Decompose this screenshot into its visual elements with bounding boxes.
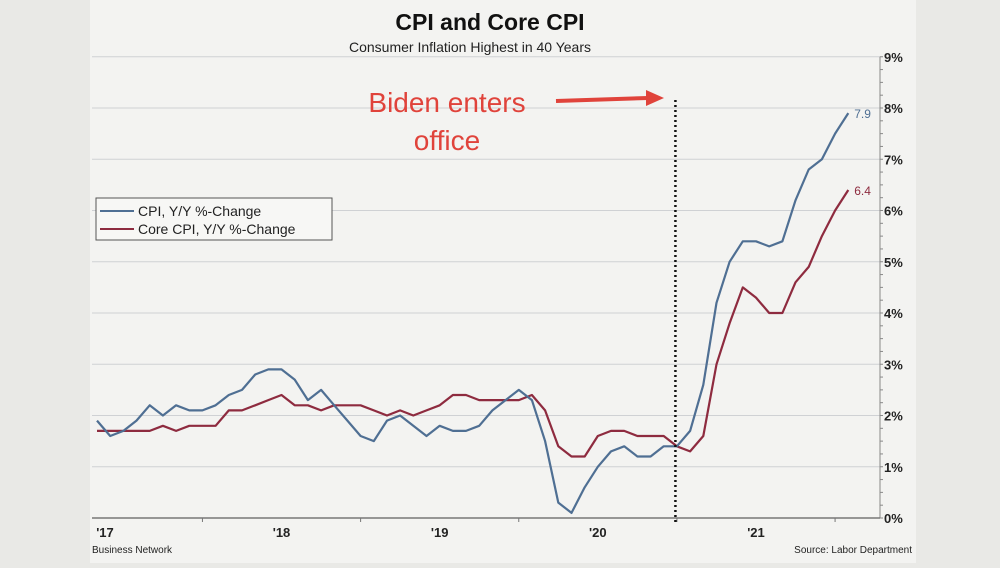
annotation-biden: Biden enters office	[368, 87, 677, 522]
annotation-arrow-shaft	[555, 96, 649, 103]
y-tick-label: 6%	[884, 204, 903, 219]
x-axis: '17 '18 '19 '20 '21	[92, 517, 880, 540]
series-line-core-cpi	[97, 189, 850, 458]
annotation-text-line1: Biden enters	[368, 87, 525, 118]
legend: CPI, Y/Y %-Change Core CPI, Y/Y %-Change	[95, 197, 333, 241]
x-tick-label: '21	[747, 525, 765, 540]
legend-box	[95, 197, 333, 241]
chart-background	[90, 0, 916, 563]
footer-left: Business Network	[92, 545, 173, 556]
y-tick-label: 4%	[884, 306, 903, 321]
y-tick-label: 5%	[884, 255, 903, 270]
y-tick-label: 1%	[884, 460, 903, 475]
x-tick-label: '19	[431, 525, 449, 540]
y-tick-label: 9%	[884, 50, 903, 65]
y-axis: 0% 1% 2% 3% 4% 5% 6% 7% 8% 9%	[879, 50, 903, 526]
chart-title: CPI and Core CPI	[395, 9, 584, 35]
end-label-cpi: 7.9	[854, 107, 871, 121]
x-tick-label: '20	[589, 525, 607, 540]
chart-subtitle: Consumer Inflation Highest in 40 Years	[349, 39, 591, 55]
x-tick-label: '18	[273, 525, 291, 540]
y-tick-label: 3%	[884, 357, 903, 372]
x-tick-label: '17	[96, 525, 114, 540]
legend-label-cpi: CPI, Y/Y %-Change	[138, 203, 261, 219]
footer-source: Source: Labor Department	[794, 545, 912, 556]
end-label-core-cpi: 6.4	[854, 184, 871, 198]
y-tick-label: 8%	[884, 101, 903, 116]
annotation-text-line2: office	[414, 125, 480, 156]
y-tick-label: 0%	[884, 511, 903, 526]
annotation-arrow-head	[646, 90, 664, 106]
series-lines: 6.4 7.9	[96, 107, 871, 515]
y-tick-label: 7%	[884, 152, 903, 167]
y-tick-label: 2%	[884, 409, 903, 424]
series-line-cpi	[96, 112, 850, 515]
legend-label-core-cpi: Core CPI, Y/Y %-Change	[138, 221, 296, 237]
